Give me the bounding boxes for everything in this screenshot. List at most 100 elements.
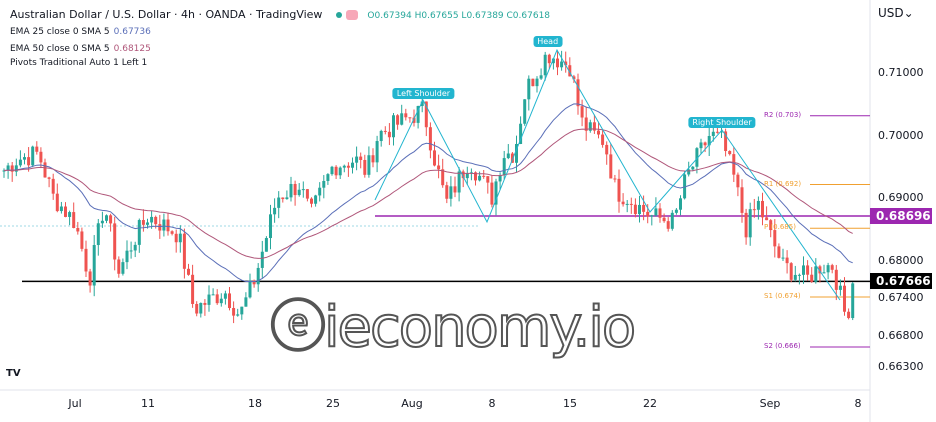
- price-tick-label: 0.68000: [878, 253, 924, 267]
- candle-down: [232, 308, 236, 316]
- pattern-label[interactable]: Head: [533, 36, 563, 47]
- candle-down: [47, 177, 51, 179]
- candle-up: [588, 122, 592, 131]
- pattern-label[interactable]: Left Shoulder: [392, 87, 455, 99]
- candle-down: [621, 201, 625, 205]
- candle-down: [715, 131, 719, 133]
- candle-up: [465, 173, 469, 179]
- candle-down: [629, 203, 633, 205]
- candle-down: [744, 212, 748, 238]
- time-tick-label: 8: [488, 397, 496, 410]
- candle-down: [740, 187, 744, 213]
- candle-down: [752, 209, 756, 211]
- candle-up: [851, 283, 855, 319]
- price-tick-label: 0.71000: [878, 66, 924, 79]
- candle-up: [469, 172, 473, 174]
- pattern-label[interactable]: Right Shoulder: [688, 117, 756, 129]
- ema50-line: [3, 128, 853, 259]
- candle-down: [843, 285, 846, 312]
- candle-down: [80, 231, 84, 249]
- candle-down: [769, 220, 773, 231]
- candle-down: [84, 248, 88, 272]
- head-shoulders-pattern-line: [374, 48, 841, 301]
- candle-up: [342, 165, 346, 168]
- symbol-title[interactable]: Australian Dollar / U.S. Dollar · 4h · O…: [10, 8, 550, 21]
- candle-down: [371, 155, 375, 163]
- candle-down: [572, 76, 576, 80]
- candle-down: [88, 271, 92, 286]
- time-tick-label: 18: [248, 397, 262, 410]
- candle-down: [141, 220, 145, 225]
- candle-down: [424, 101, 428, 128]
- candle-down: [830, 265, 834, 270]
- candle-down: [64, 206, 67, 217]
- candle-down: [818, 266, 822, 274]
- candle-up: [695, 148, 699, 167]
- candle-down: [482, 175, 486, 177]
- candle-down: [847, 311, 851, 319]
- candle-up: [105, 215, 108, 221]
- candle-up: [18, 159, 22, 166]
- pivot-label: P (0.685): [764, 223, 796, 232]
- price-tick-label: 0.66300: [878, 359, 924, 373]
- candle-down: [761, 200, 764, 218]
- pivot-label: R2 (0.703): [764, 110, 802, 119]
- candle-up: [515, 143, 518, 163]
- candle-up: [551, 58, 555, 64]
- candle-down: [461, 171, 465, 179]
- watermark: ⓔieconomy.io: [269, 295, 637, 361]
- price-tick-label: 0.66800: [878, 328, 924, 342]
- candle-down: [474, 172, 477, 181]
- symbol-name: Australian Dollar / U.S. Dollar · 4h · O…: [10, 8, 323, 21]
- tradingview-logo-icon[interactable]: TV: [6, 368, 21, 379]
- candle-down: [662, 217, 666, 222]
- candle-down: [117, 259, 121, 274]
- indicator-ema25[interactable]: EMA 25 close 0 SMA 5 0.67736: [10, 27, 151, 37]
- candle-down: [441, 169, 445, 186]
- candle-up: [129, 250, 133, 252]
- currency-selector[interactable]: USD⌄: [878, 6, 914, 20]
- ohlc-values: O0.67394 H0.67655 L0.67389 C0.67618: [367, 11, 551, 21]
- candle-up: [260, 251, 264, 268]
- candle-up: [691, 166, 695, 170]
- candle-up: [150, 216, 154, 223]
- candle-up: [301, 189, 305, 191]
- candle-up: [519, 123, 523, 144]
- indicator-value: 0.67736: [113, 27, 151, 37]
- candle-down: [76, 227, 80, 232]
- currency-label: USD: [878, 6, 904, 20]
- candle-up: [506, 153, 510, 159]
- candle-down: [433, 150, 436, 166]
- candle-down: [765, 217, 769, 221]
- candle-up: [400, 113, 404, 125]
- indicator-ema50[interactable]: EMA 50 close 0 SMA 5 0.68125: [10, 44, 151, 54]
- candle-up: [92, 245, 96, 286]
- candle-up: [326, 174, 330, 181]
- candle-up: [219, 298, 223, 304]
- candle-down: [806, 265, 810, 275]
- calendar-icon[interactable]: [345, 10, 358, 20]
- candle-up: [297, 189, 301, 196]
- candle-up: [338, 167, 342, 176]
- candle-up: [687, 169, 691, 175]
- candle-up: [683, 174, 687, 199]
- candle-up: [793, 274, 797, 280]
- time-tick-label: 8: [854, 397, 862, 410]
- candle-down: [785, 257, 789, 264]
- candle-down: [810, 274, 814, 282]
- candle-up: [367, 155, 371, 175]
- candle-up: [527, 78, 531, 100]
- candle-down: [732, 154, 736, 175]
- candle-up: [478, 175, 482, 181]
- candle-up: [6, 165, 10, 171]
- candle-down: [789, 263, 793, 280]
- candle-down: [305, 189, 309, 199]
- candle-up: [638, 204, 641, 215]
- candle-up: [449, 186, 453, 199]
- candle-down: [658, 208, 662, 218]
- candle-down: [215, 294, 219, 304]
- candle-down: [334, 166, 338, 176]
- indicator-pivots[interactable]: Pivots Traditional Auto 1 Left 1: [10, 58, 147, 68]
- candle-up: [14, 165, 18, 172]
